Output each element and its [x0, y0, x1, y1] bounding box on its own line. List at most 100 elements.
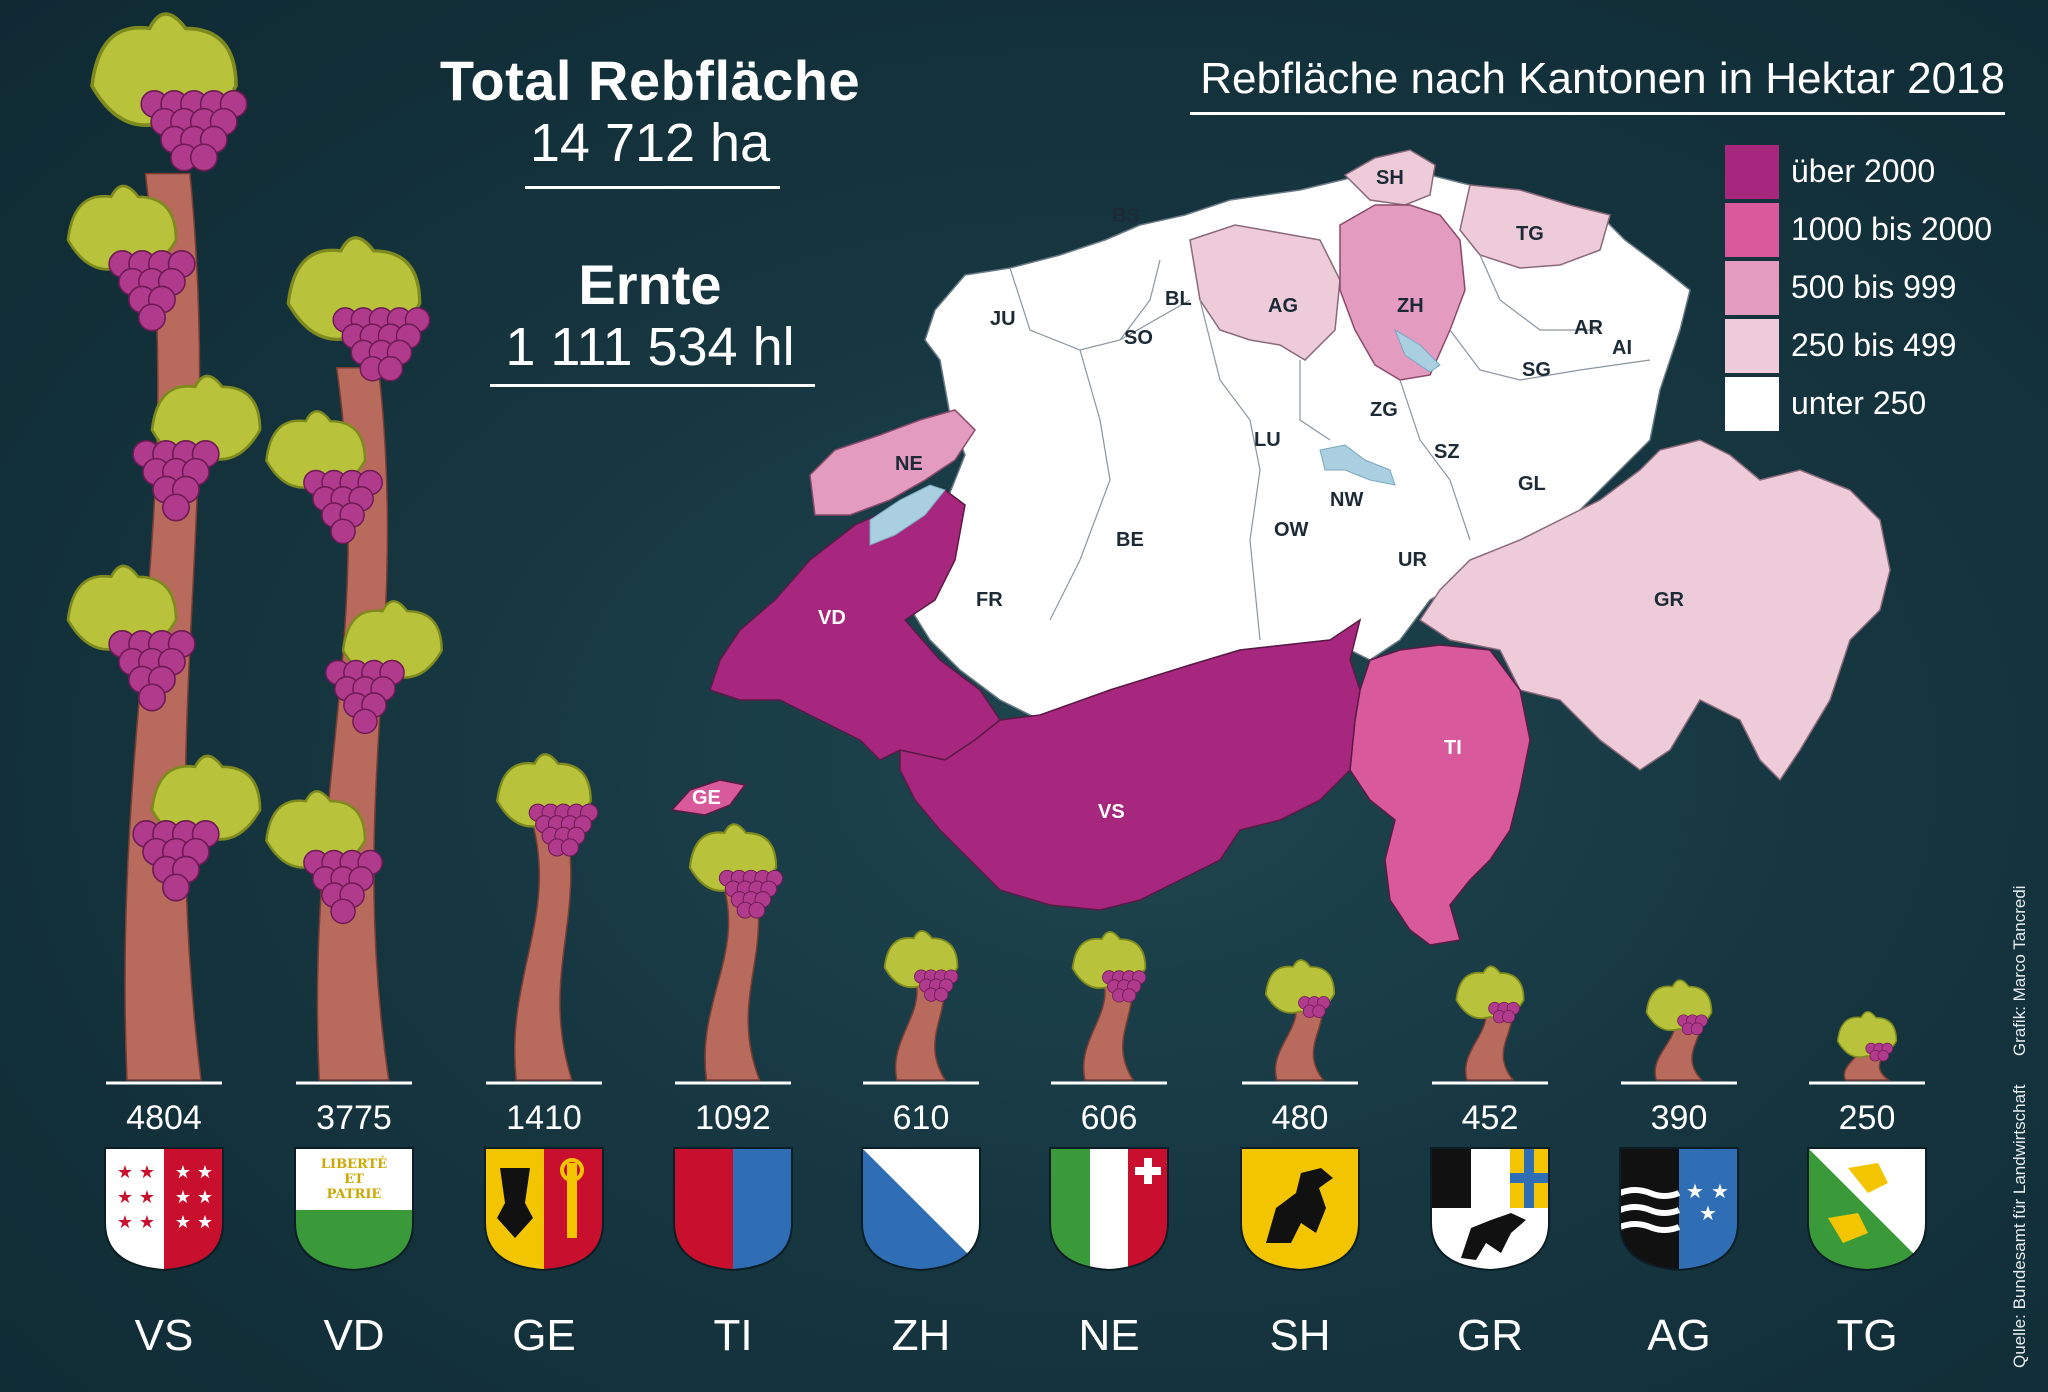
legend-label: 1000 bis 2000 [1791, 211, 1993, 247]
shield-ag: ★ ★★ [1619, 1147, 1739, 1272]
map-labels: BS SH TG JU BL AG ZH SO AR AI SG ZG NE L… [692, 167, 1685, 823]
harvest-rule [490, 384, 815, 387]
grape-cluster [1298, 996, 1331, 1018]
vine-bar-vd [265, 236, 443, 1081]
value-labels: 4804 3775 1410 1092 610 606 480 452 390 250 [126, 1099, 1895, 1137]
legend-label: über 2000 [1791, 153, 1936, 189]
map-label-ow: OW [1274, 519, 1309, 541]
svg-text:★: ★ [1686, 1179, 1704, 1203]
credits-graphic: Grafik: Marco Tancredi [2010, 885, 2029, 1057]
svg-text:★: ★ [175, 1212, 191, 1233]
grape-cluster [108, 250, 196, 332]
grape-cluster [303, 469, 383, 545]
svg-text:★: ★ [197, 1187, 213, 1208]
category-label-sh: SH [1269, 1311, 1330, 1360]
category-label-ne: NE [1078, 1311, 1139, 1360]
lake-lucerne [1319, 444, 1396, 486]
svg-text:★: ★ [197, 1212, 213, 1233]
map-label-vd: VD [818, 607, 846, 629]
grape-cluster [914, 969, 959, 1002]
value-label-sh: 480 [1272, 1099, 1329, 1137]
credits-source: Quelle: Bundesamt für Landwirtschaft [2010, 1084, 2029, 1368]
map-region-vs [899, 618, 1362, 911]
map-region-sh [1343, 149, 1436, 206]
svg-text:★: ★ [1699, 1201, 1717, 1225]
vine-bar-vs [66, 12, 262, 1081]
grape-cluster [332, 307, 431, 382]
map-label-sz: SZ [1434, 441, 1460, 463]
total-area-value: 14 712 ha [529, 113, 771, 173]
value-label-vs: 4804 [126, 1099, 202, 1137]
grape-cluster [1488, 1001, 1520, 1024]
grape-cluster [325, 659, 405, 735]
shield-ne [1049, 1147, 1169, 1272]
category-label-vd: VD [323, 1311, 384, 1360]
map-label-bs: BS [1112, 205, 1140, 227]
map-region-tg [1459, 184, 1611, 269]
legend-swatch [1725, 145, 1779, 199]
category-label-gr: GR [1457, 1311, 1523, 1360]
category-label-ge: GE [512, 1311, 576, 1360]
vine-bar-zh [883, 930, 959, 1081]
map-label-sg: SG [1522, 359, 1551, 381]
grape-cluster [108, 630, 196, 712]
vine-bars [66, 12, 1898, 1081]
category-labels: VS VD GE TI ZH NE SH GR AG TG [135, 1311, 1898, 1360]
svg-text:★: ★ [117, 1212, 133, 1233]
shield-gr [1430, 1147, 1550, 1272]
value-label-vd: 3775 [316, 1099, 392, 1137]
lake-zurich [1393, 328, 1441, 373]
value-label-ne: 606 [1081, 1099, 1138, 1137]
legend-swatch [1725, 261, 1779, 315]
category-label-tg: TG [1836, 1311, 1897, 1360]
map-region-ne [809, 409, 976, 516]
value-label-tg: 250 [1839, 1099, 1896, 1137]
harvest-value: 1 111 534 hl [505, 317, 795, 377]
map-label-ti: TI [1444, 737, 1462, 759]
map-region-ag [1189, 224, 1341, 361]
category-label-ag: AG [1647, 1311, 1711, 1360]
map-label-lu: LU [1254, 429, 1281, 451]
grape-cluster [1677, 1014, 1708, 1036]
map-title: Rebfläche nach Kantonen in Hektar 2018 [1200, 54, 2005, 103]
shield-ti [673, 1147, 793, 1272]
category-label-zh: ZH [892, 1311, 951, 1360]
shield-sh [1240, 1147, 1360, 1272]
map-region-ti [1349, 644, 1531, 946]
category-label-vs: VS [135, 1311, 194, 1360]
svg-text:★: ★ [139, 1162, 155, 1183]
vine-bar-tg [1836, 1010, 1898, 1081]
value-label-gr: 452 [1462, 1099, 1519, 1137]
svg-text:★: ★ [1711, 1179, 1729, 1203]
grape-cluster [140, 90, 248, 172]
map-title-rule [1190, 112, 2005, 115]
credits: Quelle: Bundesamt für Landwirtschaft Gra… [2010, 885, 2030, 1368]
switzerland-map [670, 149, 1891, 946]
legend-swatch [1725, 203, 1779, 257]
lake-neuchatel [869, 484, 946, 546]
value-label-ti: 1092 [695, 1099, 771, 1137]
map-label-fr: FR [976, 589, 1003, 611]
map-label-so: SO [1124, 327, 1153, 349]
map-region-ge [670, 779, 747, 816]
svg-text:★: ★ [117, 1162, 133, 1183]
map-label-ar: AR [1574, 317, 1603, 339]
legend-label: unter 250 [1791, 385, 1927, 421]
category-label-ti: TI [713, 1311, 752, 1360]
vine-bar-sh [1264, 959, 1336, 1081]
map-label-zh: ZH [1397, 295, 1424, 317]
grape-cluster [528, 803, 599, 857]
grape-cluster [1102, 970, 1147, 1003]
value-label-ge: 1410 [506, 1099, 582, 1137]
total-area-rule [525, 186, 780, 189]
vine-bar-ti [688, 823, 784, 1081]
canton-borders [1009, 254, 1651, 641]
legend-label: 500 bis 999 [1791, 269, 1957, 305]
shield-tg [1807, 1147, 1927, 1272]
shield-vs: ★ ★ ★ ★ ★ ★ ★ ★ ★ ★ ★ ★ [104, 1147, 224, 1272]
map-label-ne: NE [895, 453, 923, 475]
map-label-nw: NW [1330, 489, 1363, 511]
